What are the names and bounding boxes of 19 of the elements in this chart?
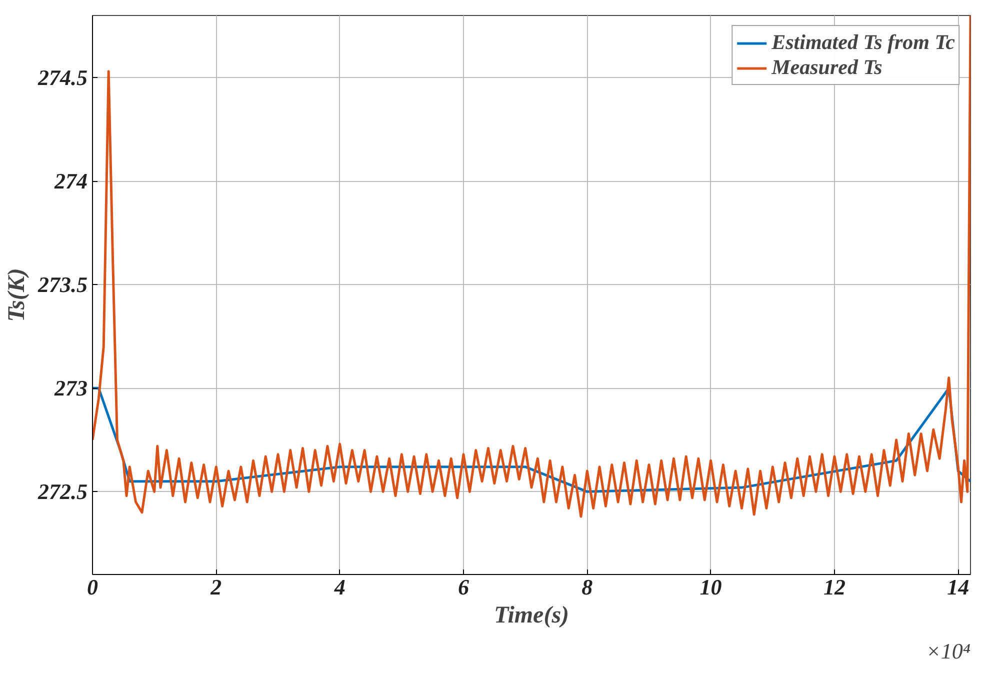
legend-label: Estimated Ts from Tc	[772, 30, 955, 55]
x-tick-label: 0	[87, 574, 98, 600]
y-tick-label: 274	[54, 168, 88, 194]
x-tick-label: 8	[582, 574, 593, 600]
y-tick-label: 272.5	[37, 479, 88, 504]
y-tick-label: 273	[54, 376, 88, 401]
text: ×10⁴	[926, 638, 971, 664]
x-tick-label: 12	[823, 574, 846, 600]
x-tick-label: 2	[210, 574, 222, 600]
y-tick-label: 274.5	[37, 65, 88, 90]
x-tick-label: 4	[333, 574, 346, 600]
x-tick-label: 14	[947, 574, 970, 600]
legend-label: Measured Ts	[772, 55, 882, 80]
y-axis-title: Ts(K)	[4, 268, 30, 322]
line-series	[92, 16, 970, 518]
x-tick-label: 10	[700, 574, 722, 600]
x-tick-label: 6	[458, 574, 469, 600]
y-tick-label: 273.5	[37, 272, 88, 298]
x-axis-title: Time(s)	[494, 602, 570, 628]
